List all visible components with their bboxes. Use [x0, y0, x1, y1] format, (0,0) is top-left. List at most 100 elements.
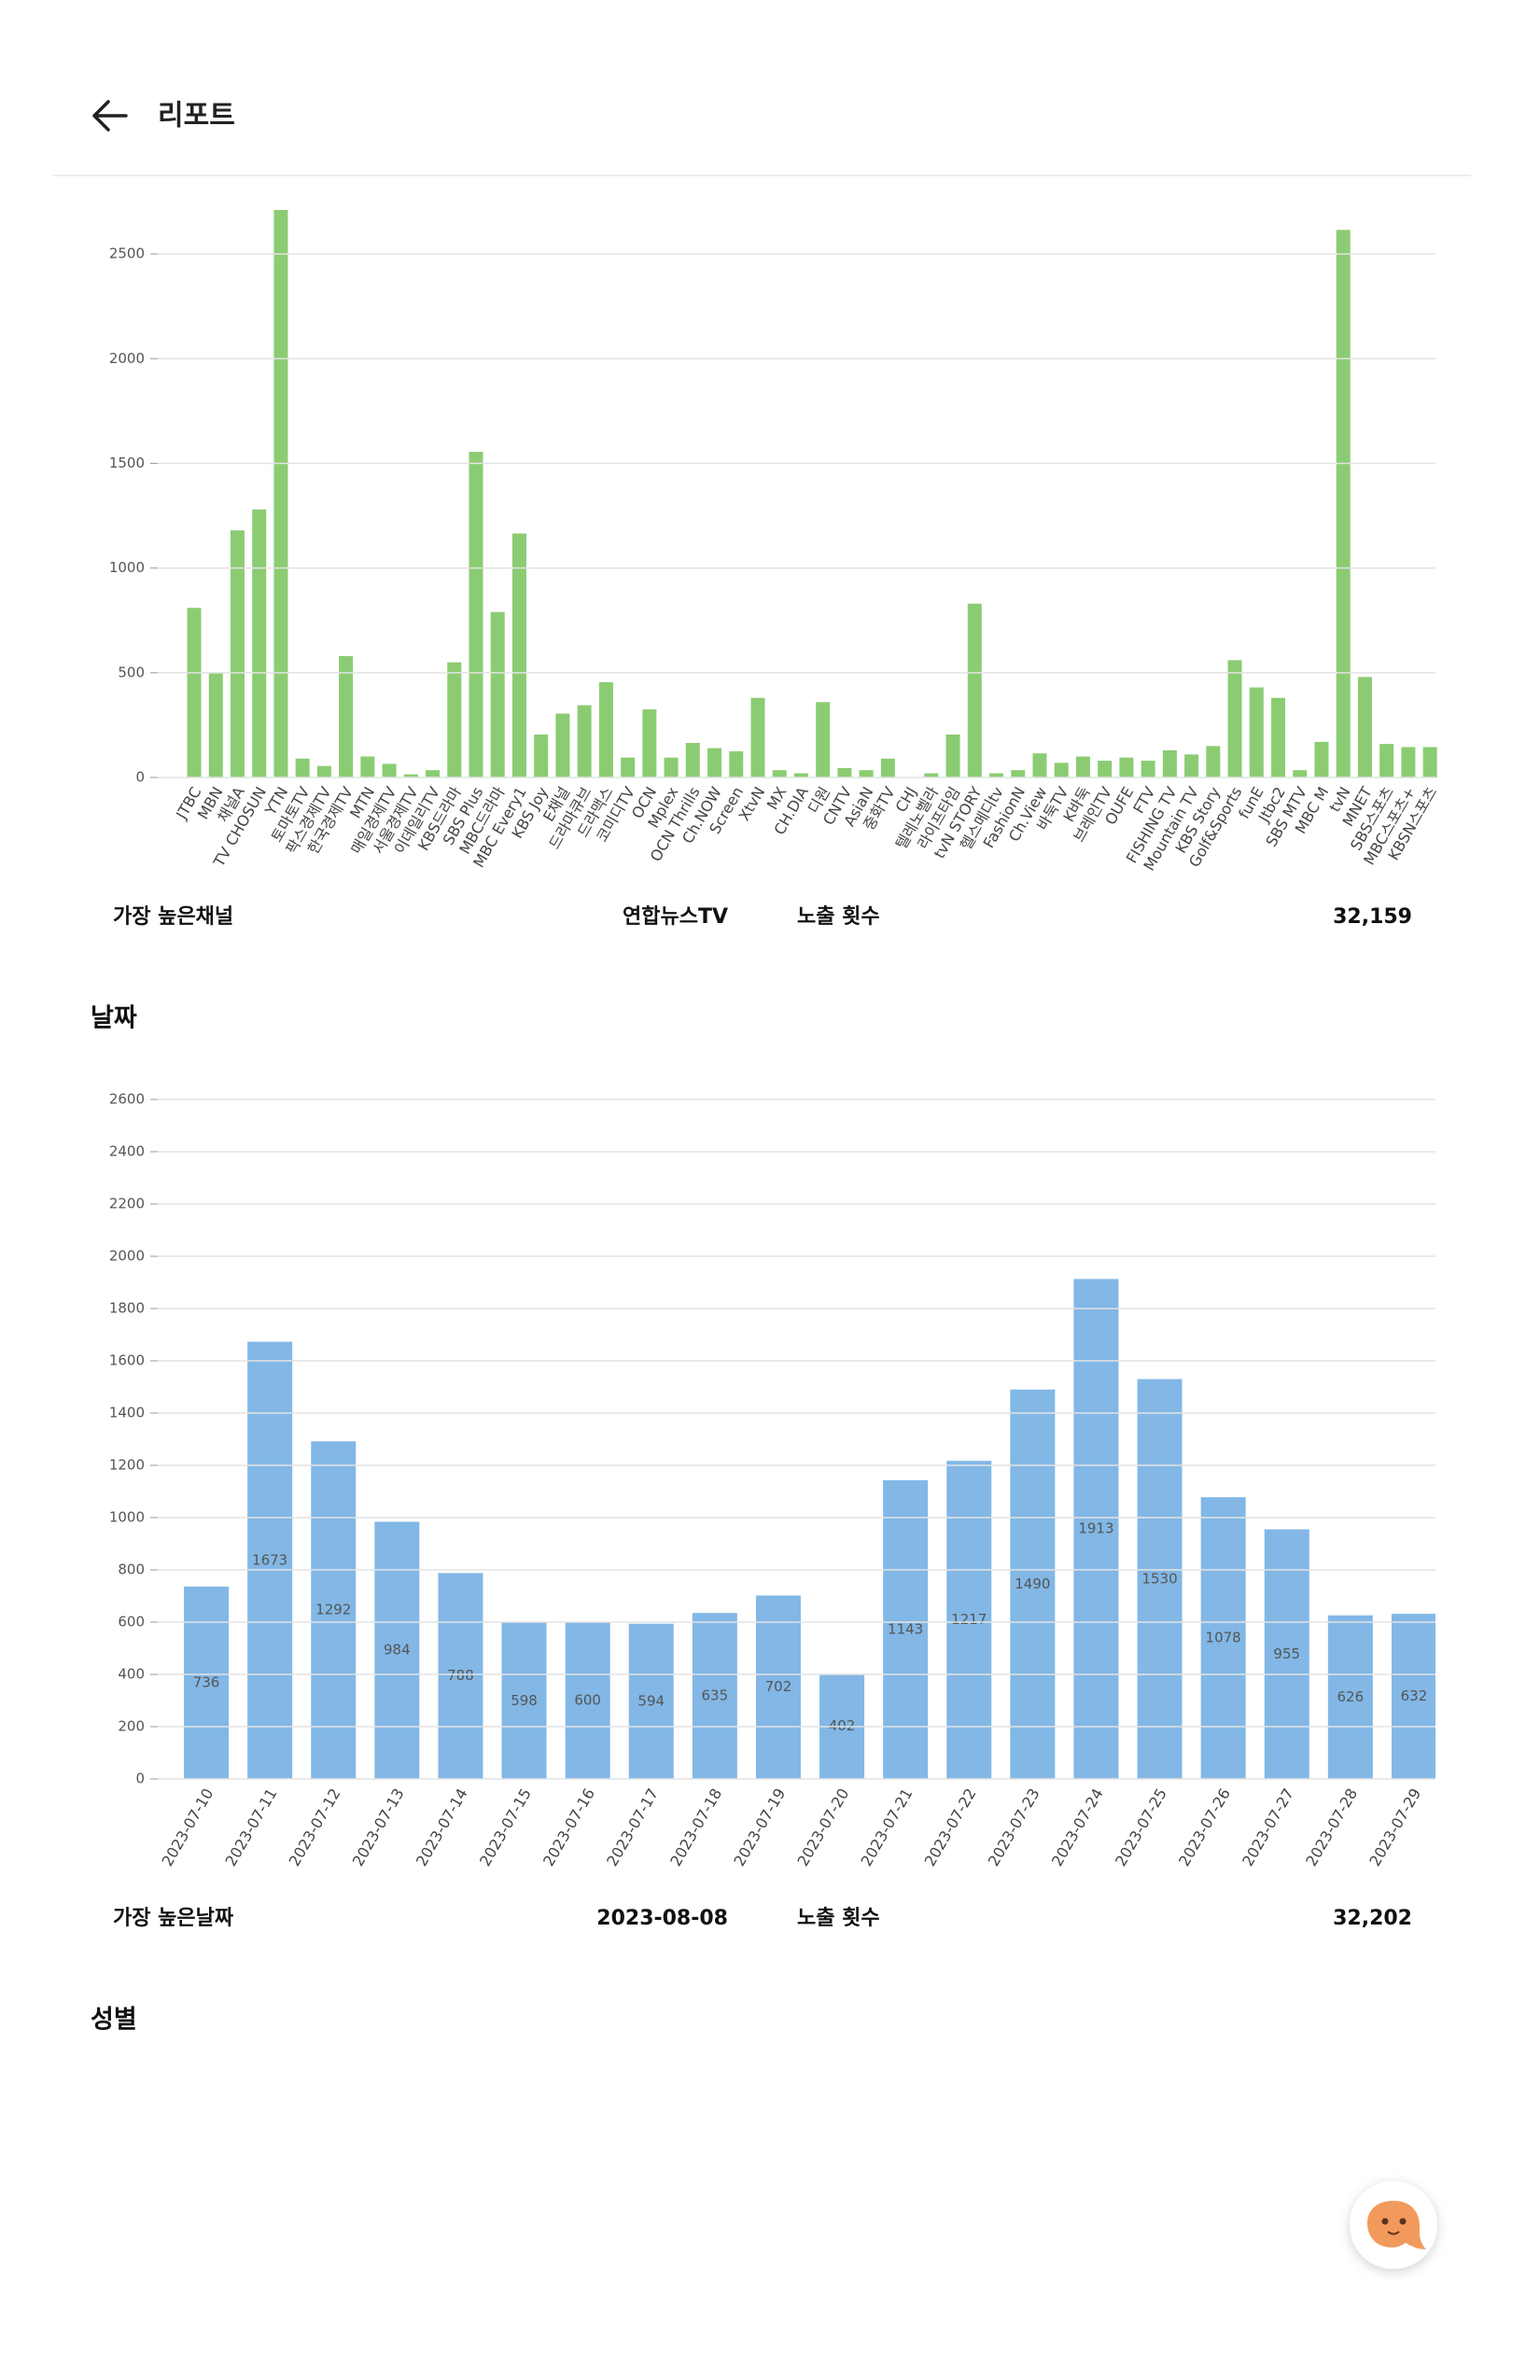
- bar: [859, 770, 874, 777]
- y-tick-label: 500: [118, 664, 145, 680]
- value-label: 626: [1337, 1688, 1365, 1705]
- y-tick-label: 1800: [109, 1300, 145, 1317]
- summary-count-label: 노출 횟수: [797, 905, 880, 929]
- y-tick-label: 1400: [109, 1405, 145, 1421]
- bar: [438, 1573, 483, 1779]
- summary-label: 가장 높은채널: [113, 905, 233, 929]
- summary-label: 가장 높은날짜: [113, 1907, 234, 1930]
- chat-eye: [1399, 2218, 1407, 2225]
- bar: [1271, 697, 1286, 777]
- bar: [793, 773, 808, 777]
- bar: [1073, 1279, 1119, 1779]
- bar: [628, 1623, 674, 1779]
- bar: [707, 748, 722, 777]
- bar: [1200, 1497, 1246, 1779]
- back-button[interactable]: [92, 100, 128, 132]
- x-tick-label: 2023-07-11: [222, 1785, 281, 1869]
- bar: [184, 1586, 230, 1779]
- bar: [772, 770, 787, 777]
- summary-count: 32,202: [1333, 1907, 1412, 1930]
- y-tick-label: 1000: [109, 559, 145, 576]
- y-tick-label: 2200: [109, 1196, 145, 1212]
- value-label: 1143: [888, 1620, 923, 1637]
- bar: [1010, 1389, 1056, 1779]
- chat-eye: [1381, 2218, 1389, 2225]
- value-label: 1913: [1078, 1520, 1113, 1537]
- bar: [729, 750, 744, 777]
- y-tick-label: 1500: [109, 455, 145, 471]
- bar: [755, 1595, 801, 1779]
- value-label: 402: [829, 1717, 856, 1734]
- x-tick-label: 2023-07-10: [158, 1785, 217, 1869]
- bar: [924, 773, 939, 777]
- bar: [1075, 756, 1090, 777]
- bar: [426, 770, 441, 777]
- value-label: 984: [384, 1642, 411, 1659]
- bar: [447, 662, 462, 777]
- bar: [374, 1521, 420, 1779]
- summary-value: 2023-08-08: [596, 1907, 728, 1930]
- bar: [1249, 687, 1264, 777]
- bar: [403, 774, 418, 777]
- bar: [252, 509, 267, 777]
- back-arrow[interactable]: [92, 100, 128, 132]
- bar: [621, 757, 636, 777]
- x-tick-label: 2023-07-24: [1048, 1785, 1107, 1869]
- y-tick-label: 2400: [109, 1143, 145, 1160]
- bar: [945, 735, 960, 777]
- x-tick-label: 2023-07-29: [1365, 1785, 1424, 1869]
- bar: [1054, 763, 1069, 777]
- bar: [1379, 744, 1394, 777]
- y-tick-label: 0: [135, 1771, 145, 1787]
- bar: [1011, 770, 1026, 777]
- section-title: 성별: [91, 2006, 137, 2035]
- x-tick-label: 2023-07-15: [476, 1785, 535, 1869]
- bar: [1327, 1615, 1373, 1779]
- value-label: 632: [1401, 1687, 1428, 1704]
- bar: [247, 1341, 293, 1779]
- bar: [230, 530, 245, 777]
- bar: [750, 697, 765, 777]
- bar: [295, 758, 310, 777]
- bar: [989, 773, 1004, 777]
- bar: [1293, 770, 1308, 777]
- chat-mouth: [1387, 2231, 1400, 2235]
- value-label: 1078: [1206, 1630, 1241, 1646]
- bar: [664, 757, 679, 777]
- bar: [1391, 1614, 1435, 1779]
- value-label: 1673: [252, 1551, 287, 1568]
- bar: [534, 735, 549, 777]
- bar: [1032, 753, 1047, 777]
- y-tick-label: 0: [135, 769, 145, 786]
- bar: [208, 672, 223, 777]
- bar: [1141, 761, 1155, 777]
- x-tick-label: 2023-07-16: [539, 1785, 598, 1869]
- chat-button[interactable]: [1350, 2181, 1437, 2269]
- value-label: 788: [447, 1667, 474, 1684]
- bar: [1227, 660, 1242, 777]
- bar: [360, 756, 375, 777]
- bar: [316, 765, 331, 777]
- value-label: 635: [702, 1687, 729, 1704]
- bar: [883, 1479, 929, 1779]
- bar: [837, 767, 852, 777]
- x-tick-label: 2023-07-17: [603, 1785, 662, 1869]
- y-tick-label: 600: [118, 1614, 145, 1631]
- bar: [1422, 747, 1437, 777]
- bar: [1119, 757, 1134, 777]
- bar: [685, 742, 700, 777]
- x-tick-label: 2023-07-14: [413, 1785, 471, 1869]
- bar: [469, 452, 483, 777]
- bar: [880, 758, 895, 777]
- x-tick-label: 2023-07-23: [985, 1785, 1043, 1869]
- x-tick-label: 2023-07-25: [1112, 1785, 1170, 1869]
- bar: [1162, 749, 1177, 777]
- x-tick-label: 2023-07-18: [666, 1785, 725, 1869]
- value-label: 600: [574, 1692, 601, 1709]
- bar: [1401, 747, 1416, 777]
- section-title: 날짜: [91, 1004, 137, 1033]
- bar: [577, 705, 592, 777]
- y-tick-label: 200: [118, 1718, 145, 1735]
